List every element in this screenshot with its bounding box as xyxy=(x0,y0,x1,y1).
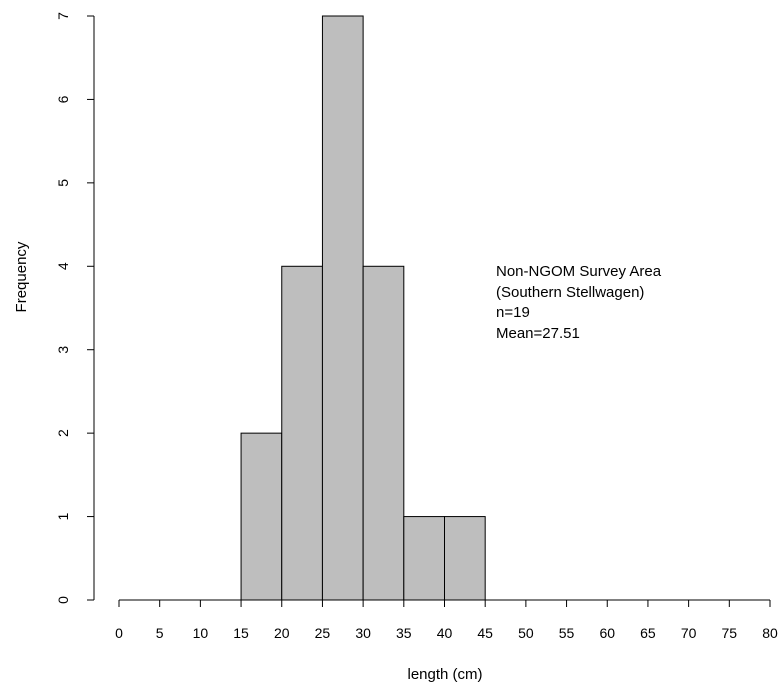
x-tick-label: 80 xyxy=(762,625,778,641)
x-tick-label: 10 xyxy=(193,625,209,641)
x-tick-label: 75 xyxy=(722,625,738,641)
histogram-bar xyxy=(321,15,364,601)
x-tick-label: 20 xyxy=(274,625,290,641)
histogram-bar xyxy=(403,516,445,601)
x-axis: 0 5 10 15 20 25 30 35 40 45 50 55 60 65 70 75 80 xyxy=(115,599,778,641)
x-tick-label: 0 xyxy=(115,625,123,641)
x-tick-label: 60 xyxy=(599,625,615,641)
y-axis-title: Frequency xyxy=(13,241,30,312)
y-tick-label: 7 xyxy=(55,12,71,20)
y-tick-label: 2 xyxy=(55,429,71,437)
annotation-line: Non-NGOM Survey Area xyxy=(496,263,662,280)
x-tick-label: 35 xyxy=(396,625,412,641)
x-tick-label: 25 xyxy=(315,625,331,641)
histogram-bar xyxy=(444,516,486,601)
annotation-block: Non-NGOM Survey Area (Southern Stellwage… xyxy=(496,263,662,342)
y-tick-label: 5 xyxy=(55,179,71,187)
histogram-bar xyxy=(281,265,323,601)
y-tick-label: 6 xyxy=(55,95,71,103)
x-tick-label: 40 xyxy=(437,625,453,641)
x-tick-label: 65 xyxy=(640,625,656,641)
x-axis-title: length (cm) xyxy=(407,666,482,683)
annotation-line: Mean=27.51 xyxy=(496,325,580,342)
histogram-bar xyxy=(240,432,283,601)
x-tick-label: 30 xyxy=(355,625,371,641)
x-tick-label: 15 xyxy=(233,625,249,641)
annotation-line: n=19 xyxy=(496,304,530,321)
x-tick-label: 55 xyxy=(559,625,575,641)
histogram-bar xyxy=(362,265,405,601)
y-tick-label: 1 xyxy=(55,512,71,520)
y-tick-label: 3 xyxy=(55,346,71,354)
x-tick-label: 45 xyxy=(477,625,493,641)
x-tick-label: 70 xyxy=(681,625,697,641)
y-tick-label: 0 xyxy=(55,596,71,604)
bars-group xyxy=(240,15,486,601)
x-tick-label: 5 xyxy=(156,625,164,641)
y-tick-label: 4 xyxy=(55,262,71,270)
annotation-line: (Southern Stellwagen) xyxy=(496,284,644,301)
x-tick-label: 50 xyxy=(518,625,534,641)
y-axis: 0 1 2 3 4 5 6 7 xyxy=(55,12,95,604)
